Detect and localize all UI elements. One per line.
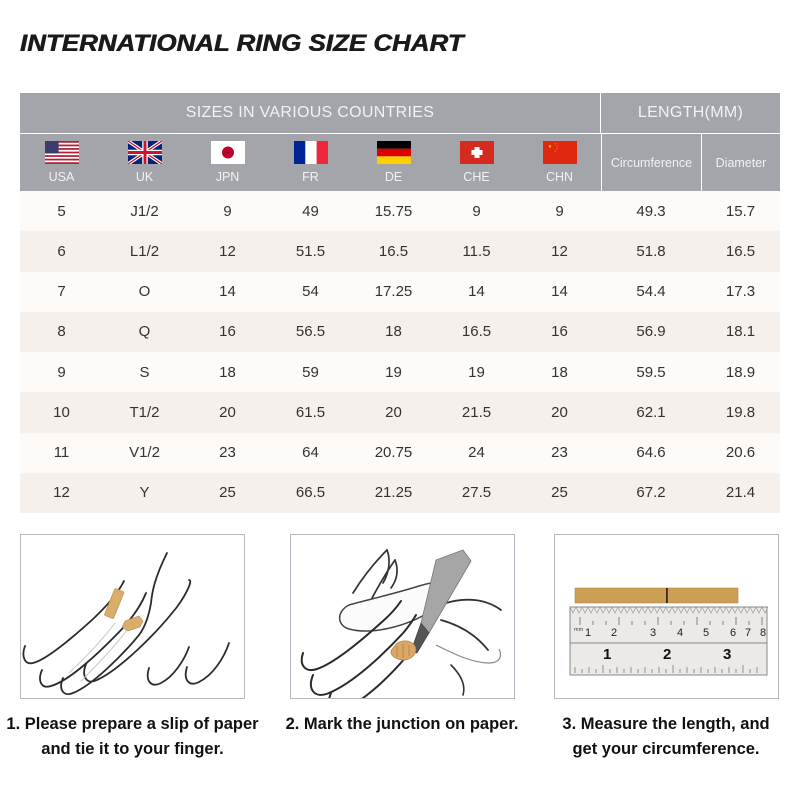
svg-text:4: 4 — [677, 627, 683, 639]
svg-text:1: 1 — [585, 627, 591, 639]
svg-text:2: 2 — [611, 627, 617, 639]
svg-text:7: 7 — [745, 627, 751, 639]
svg-text:8: 8 — [760, 627, 766, 639]
svg-text:1: 1 — [603, 646, 611, 663]
svg-text:5: 5 — [703, 627, 709, 639]
svg-text:6: 6 — [730, 627, 736, 639]
svg-text:mm: mm — [574, 627, 584, 633]
svg-text:2: 2 — [663, 646, 671, 663]
svg-text:3: 3 — [650, 627, 656, 639]
svg-text:3: 3 — [723, 646, 731, 663]
